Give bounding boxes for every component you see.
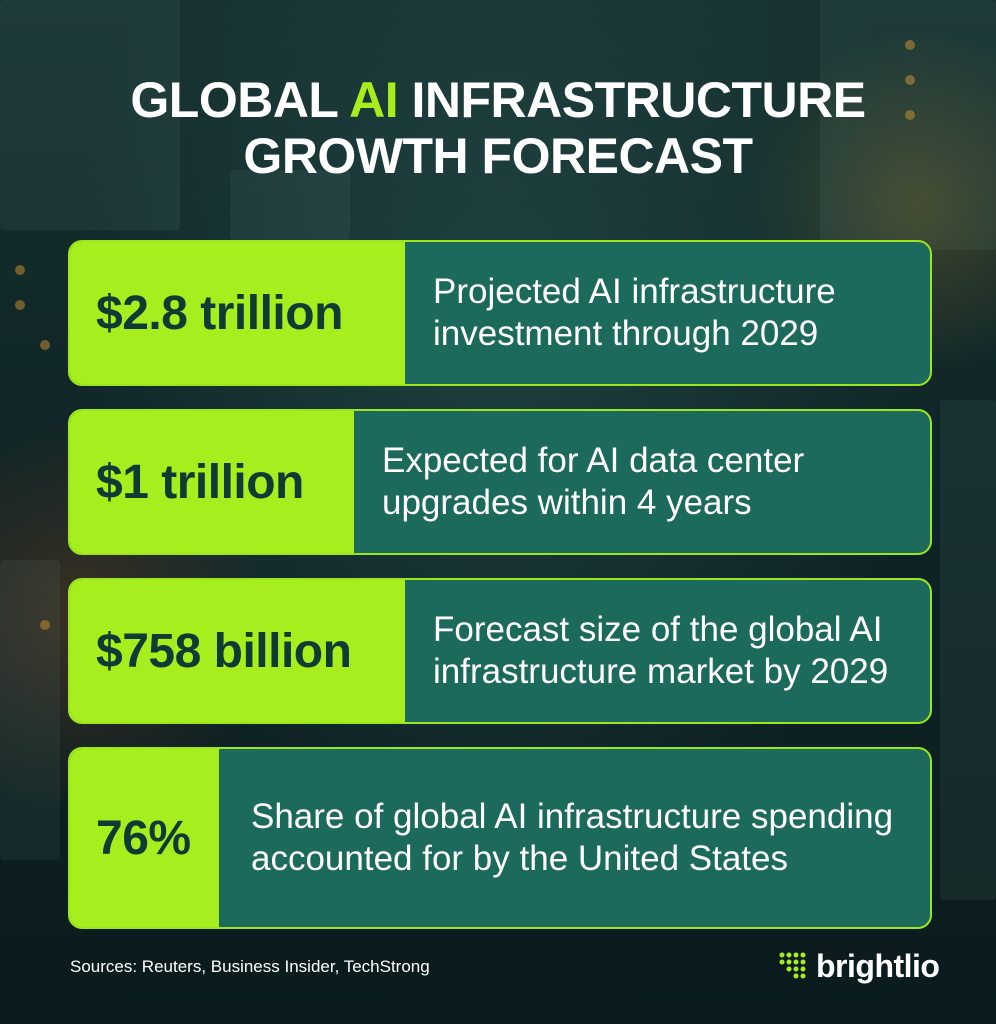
- title-part: GLOBAL: [130, 72, 350, 128]
- background-decoration: [940, 400, 996, 900]
- stat-description: Forecast size of the global AI infrastru…: [433, 610, 889, 691]
- brand-logo: brightlio: [778, 948, 940, 985]
- stat-card: $1 trillion Expected for AI data center …: [68, 409, 932, 555]
- background-decoration: [230, 170, 350, 240]
- background-light: [905, 110, 915, 120]
- title: GLOBAL AI INFRASTRUCTURE GROWTH FORECAST: [0, 72, 996, 184]
- background-light: [40, 340, 50, 350]
- background-decoration: [820, 0, 996, 250]
- stat-value: $2.8 trillion: [70, 242, 405, 384]
- stat-card: $2.8 trillion Projected AI infrastructur…: [68, 240, 932, 386]
- background-light: [15, 265, 25, 275]
- background-decoration: [0, 0, 180, 230]
- stat-value: $1 trillion: [70, 411, 354, 553]
- sources: Sources: Reuters, Business Insider, Tech…: [70, 957, 430, 976]
- stat-description: Projected AI infrastructure investment t…: [433, 272, 836, 353]
- background-light: [905, 40, 915, 50]
- background-light: [905, 75, 915, 85]
- title-part: INFRASTRUCTURE GROWTH FORECAST: [243, 72, 866, 184]
- stat-card: $758 billion Forecast size of the global…: [68, 578, 932, 724]
- brand-name: brightlio: [816, 948, 940, 984]
- background-light: [15, 300, 25, 310]
- logo-icon: [779, 952, 806, 978]
- stat-card: 76% Share of global AI infrastructure sp…: [68, 747, 932, 929]
- stat-description: Expected for AI data center upgrades wit…: [382, 441, 805, 522]
- stat-value: 76%: [70, 749, 219, 927]
- stat-description: Share of global AI infrastructure spendi…: [251, 797, 894, 878]
- stat-value: $758 billion: [70, 580, 405, 722]
- background-decoration: [0, 560, 60, 860]
- background-light: [40, 620, 50, 630]
- title-highlight: AI: [349, 72, 399, 128]
